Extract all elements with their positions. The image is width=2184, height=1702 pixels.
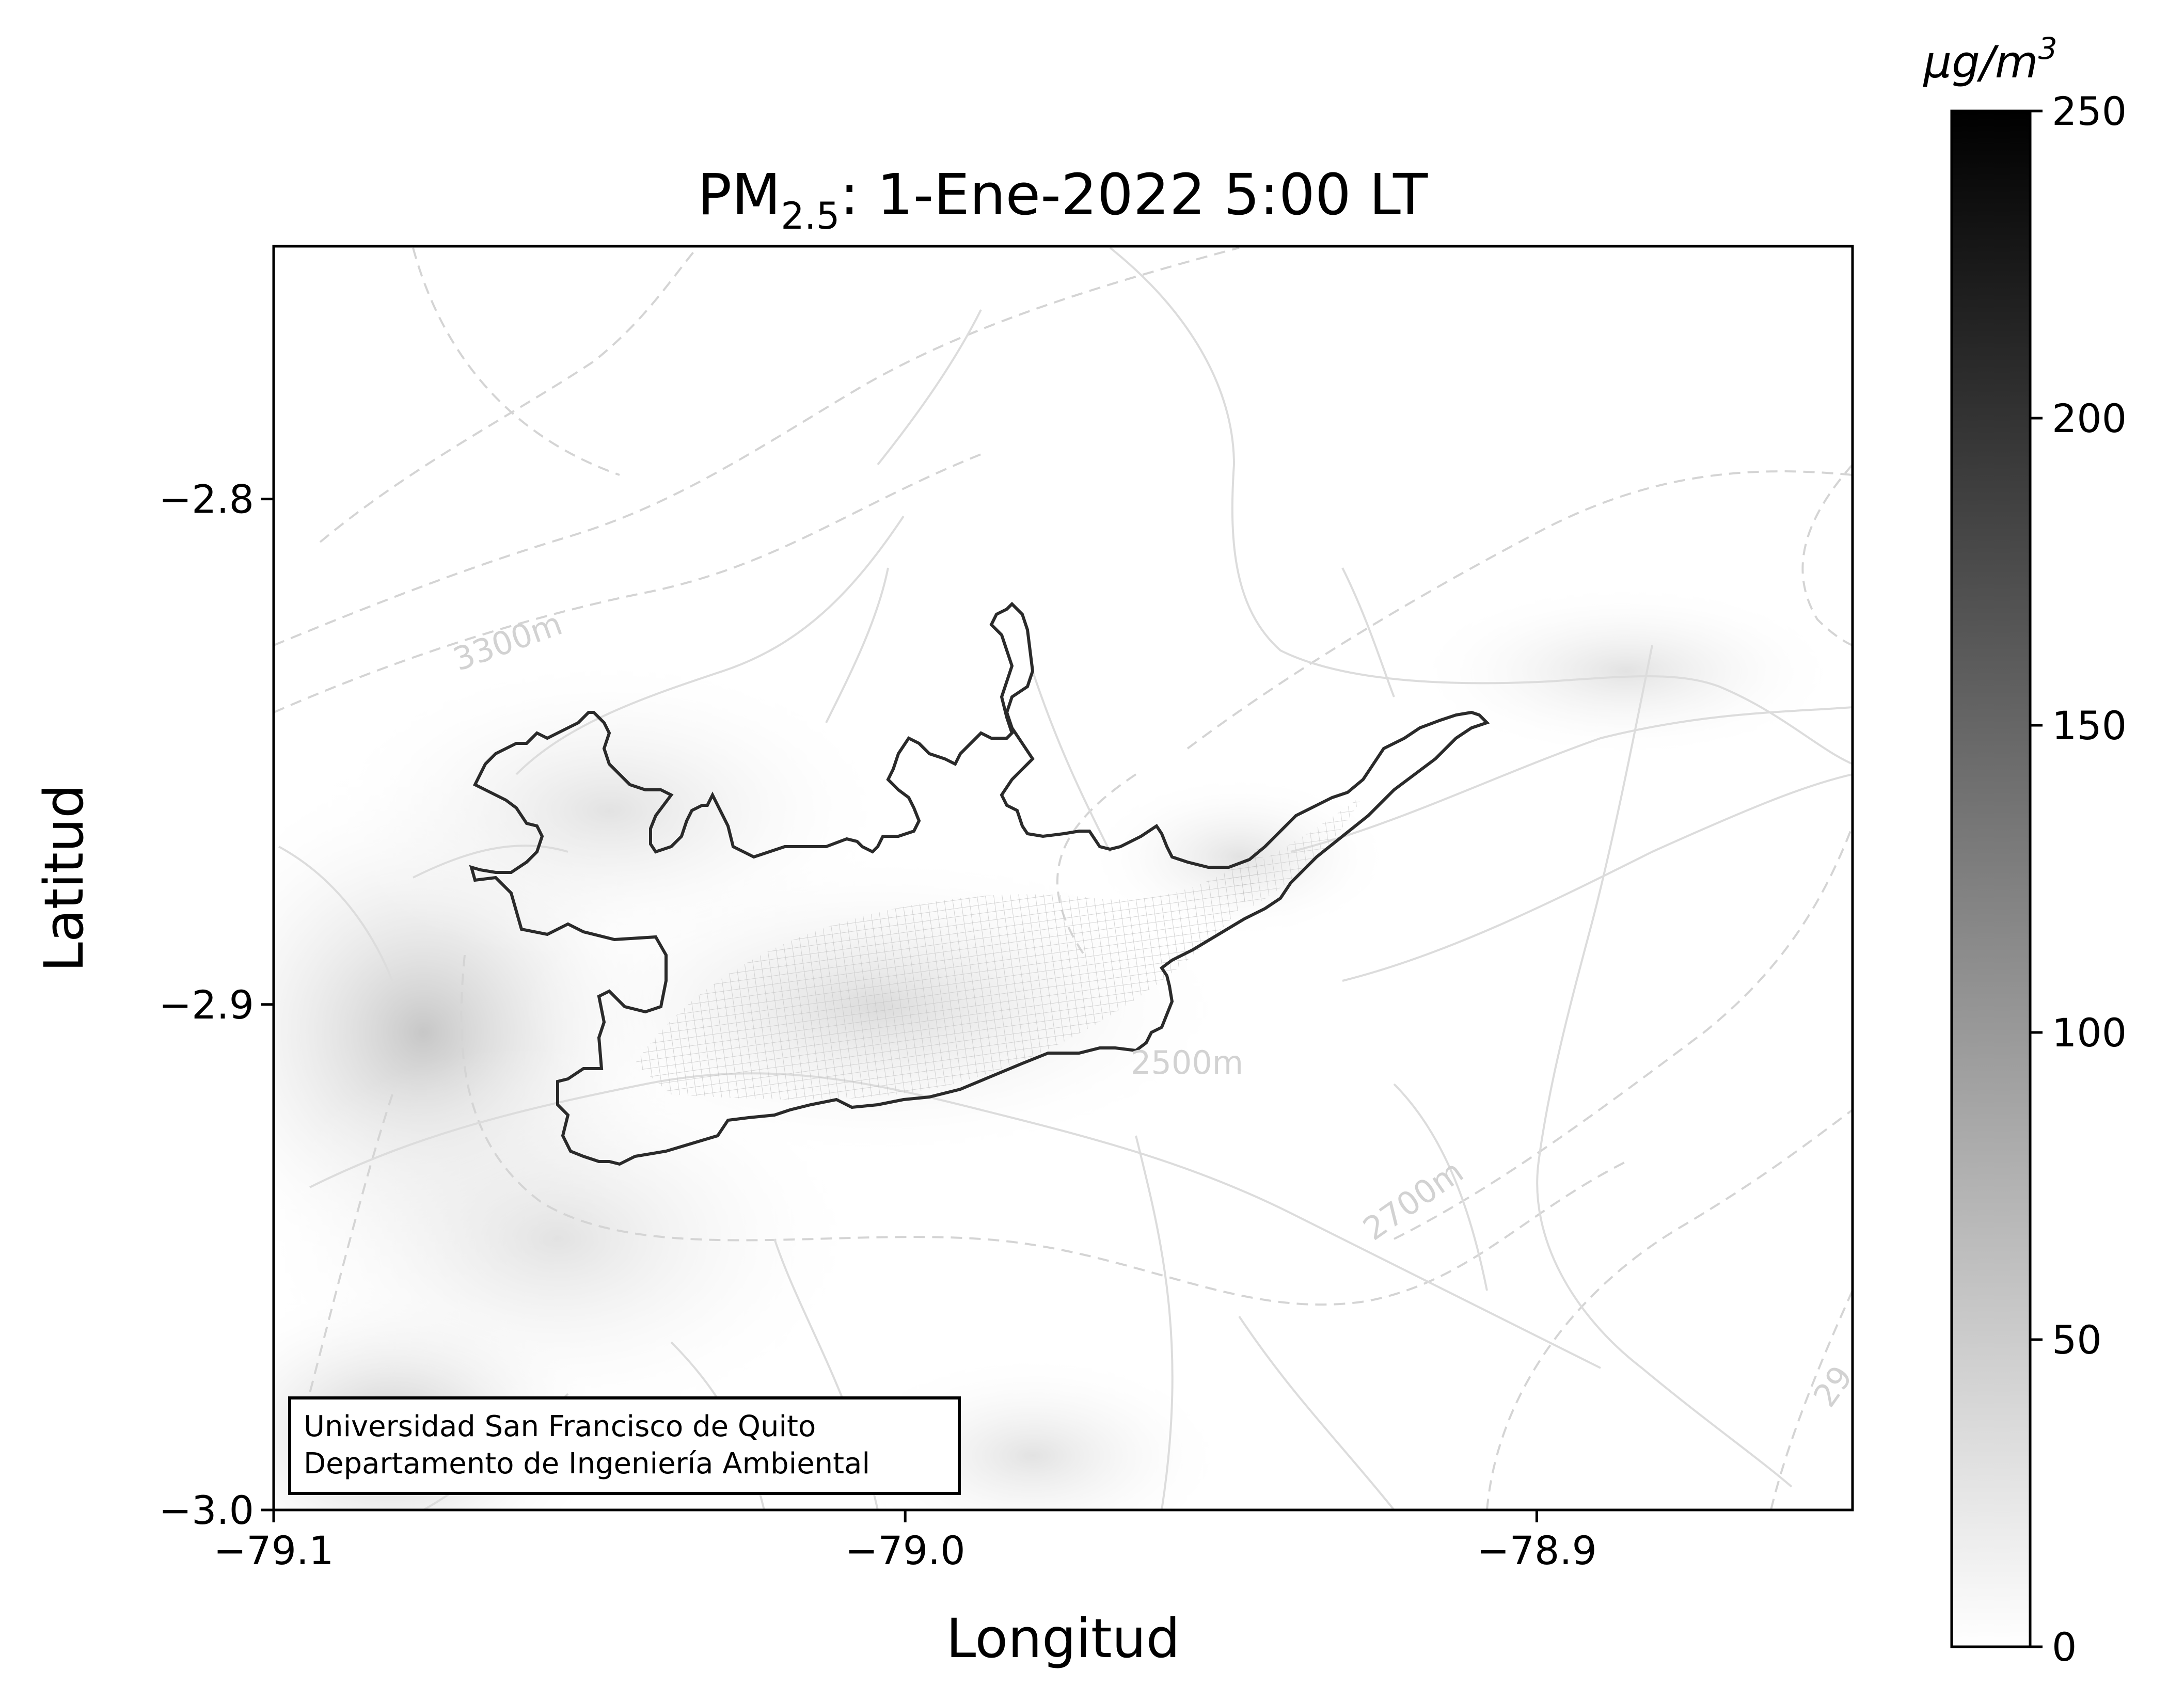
credit-line-1: Universidad San Francisco de Quito [304,1410,816,1443]
colorbar-tick-label: 200 [2052,395,2127,441]
plot-frame [272,245,1854,1512]
title-prefix: PM [698,162,781,228]
title-subscript: 2.5 [781,194,840,237]
x-axis-label: Longitud [946,1607,1180,1670]
title-suffix: : 1-Ene-2022 5:00 LT [840,162,1428,228]
y-tick-label: −3.0 [159,1487,254,1533]
colorbar: 0 50 100 150 200 250 μg/m3 [1923,31,2127,1670]
plot-title: PM2.5: 1-Ene-2022 5:00 LT [698,162,1428,237]
x-tick-label: −79.1 [214,1528,334,1573]
urban-street-grid-east [1229,795,1363,909]
colorbar-unit-exp: 3 [2038,31,2058,66]
colorbar-unit-base: μg/m [1923,37,2038,88]
colorbar-tick-label: 100 [2052,1010,2127,1056]
colorbar-tick-label: 0 [2052,1624,2077,1670]
y-tick-label: −2.9 [159,982,254,1028]
y-axis-label: Latitud [33,784,96,972]
credit-line-2: Departamento de Ingeniería Ambiental [304,1447,870,1481]
y-tick-label: −2.8 [159,476,254,522]
map-plot-area: 3300m 2500m 2700m 29 Universidad San Fra… [274,246,1853,1510]
colorbar-unit: μg/m3 [1923,31,2058,88]
y-axis-ticks: −2.8 −2.9 −3.0 [159,476,274,1533]
elevation-contours [274,247,1853,1510]
colorbar-tick-label: 250 [2052,88,2127,134]
colorbar-ticks: 0 50 100 150 200 250 [2030,88,2127,1670]
colorbar-tick-label: 150 [2052,703,2127,749]
x-axis-ticks: −79.1 −79.0 −78.9 [214,1510,1597,1573]
urban-street-grid [635,847,1263,1100]
contour-label-2500: 2500m [1131,1044,1243,1081]
x-tick-label: −79.0 [845,1528,966,1573]
credit-box: Universidad San Francisco de Quito Depar… [288,1396,961,1495]
x-tick-label: −78.9 [1477,1528,1597,1573]
urban-boundary-outline [469,601,1490,1166]
colorbar-gradient [1950,109,2032,1648]
colorbar-tick-label: 50 [2052,1317,2102,1363]
